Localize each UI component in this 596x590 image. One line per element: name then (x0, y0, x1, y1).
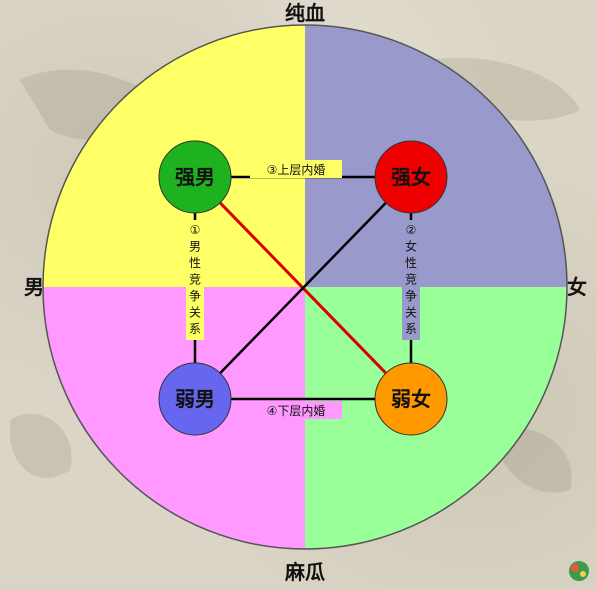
edge-label-bottom: ④下层内婚 (267, 404, 326, 418)
node-strong-male-label: 强男 (175, 165, 215, 189)
node-weak-female: 弱女 (374, 362, 448, 436)
node-strong-male-circle (158, 140, 232, 214)
edge-label-bottom-bg (250, 401, 342, 419)
edge-label-right-char-1: 女 (405, 239, 417, 254)
outer-circle (42, 24, 568, 550)
edge-label-left-char-3: 竞 (189, 273, 201, 287)
edge-label-right-char-5: 关 (405, 306, 417, 320)
node-strong-female-label: 强女 (391, 165, 431, 189)
node-strong-male: 强男 (158, 140, 232, 214)
axis-label-top: 纯血 (285, 1, 325, 25)
node-strong-female: 强女 (374, 140, 448, 214)
node-weak-male: 弱男 (158, 362, 232, 436)
edge-label-left-char-0: ① (190, 223, 201, 237)
edge-label-left-char-5: 关 (189, 306, 201, 320)
axis-label-bottom: 麻瓜 (284, 560, 325, 584)
node-weak-male-circle (158, 362, 232, 436)
edge-label-left-char-2: 性 (189, 256, 201, 270)
logo-icon (569, 561, 589, 581)
edge-label-right-bg (402, 220, 420, 340)
node-weak-female-circle (374, 362, 448, 436)
edge-diagonal-strong-female-weak-male (194, 176, 412, 400)
node-weak-female-label: 弱女 (391, 387, 431, 411)
node-strong-female-circle (374, 140, 448, 214)
edge-label-right-char-6: 系 (405, 322, 417, 336)
axis-label-left: 男 (24, 275, 44, 299)
edge-label-left-char-6: 系 (189, 322, 201, 336)
edge-label-left-bg (186, 220, 204, 340)
axis-label-right: 女 (567, 275, 587, 299)
node-weak-male-label: 弱男 (175, 387, 215, 411)
edge-label-top-bg (250, 160, 342, 178)
edge-label-left-char-4: 争 (189, 289, 201, 303)
corner-logo (569, 561, 589, 581)
edge-label-left-char-1: 男 (189, 240, 201, 254)
edge-label-right-char-0: ② (406, 223, 417, 237)
edge-label-right-char-4: 争 (405, 289, 417, 303)
edge-label-right-char-2: 性 (405, 256, 417, 270)
edge-label-top: ③上层内婚 (267, 163, 326, 177)
edge-label-right-char-3: 竞 (405, 273, 417, 287)
